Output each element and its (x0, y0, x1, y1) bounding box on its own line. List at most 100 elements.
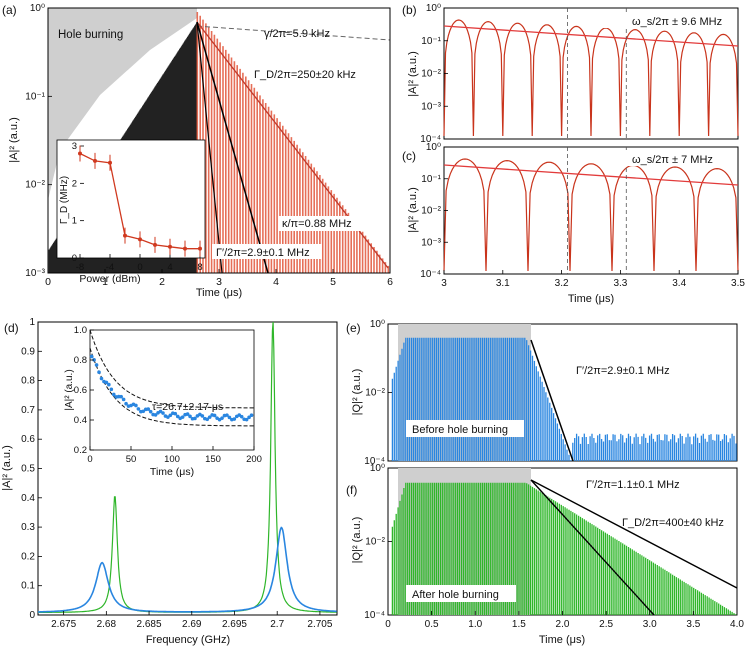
x-tick-label: 2.5 (599, 619, 613, 630)
decay-point (207, 415, 212, 419)
Gamma-fit-line (196, 21, 269, 274)
x-tick-label: 5 (330, 276, 336, 288)
x-tick-label: 4 (167, 262, 172, 273)
arch-trace (443, 19, 739, 137)
x-tick-label: 2 (159, 276, 165, 288)
decay-point (225, 413, 229, 417)
x-tick-label: 2.695 (222, 619, 247, 630)
ringdown-trace (391, 337, 737, 461)
y-tick-label: 10⁰ (426, 142, 441, 153)
y-tick-label: 0.4 (21, 493, 35, 504)
decay-point (247, 415, 251, 420)
x-tick-label: 2.68 (97, 619, 117, 630)
panel-label-e: (e) (346, 321, 361, 335)
decay-point (161, 411, 165, 415)
inset-d: 0 50 100 150 200 0.2 0.4 0.6 0.8 1.0 τ=26.7±2.17 … (64, 325, 262, 478)
panel-e: (e) 10⁻⁴ 10⁻² 10⁰ Γ′/2π=2.9±0.1 MHz Before… (346, 319, 738, 467)
decay-point (205, 417, 210, 422)
decay-point (175, 414, 180, 419)
decay-point (119, 394, 123, 399)
data-point (93, 158, 97, 163)
box-label-f: After hole burning (412, 589, 499, 601)
x-tick-label: 2.675 (51, 619, 76, 630)
decay-point (249, 413, 254, 418)
data-point (108, 160, 112, 165)
decay-point (200, 414, 205, 418)
x-tick-label: 4.0 (730, 619, 744, 630)
arch-trace (443, 158, 739, 272)
Gamma-fit-f (530, 479, 655, 616)
xlabel-c: Time (μs) (568, 293, 614, 305)
gamma-label: γ/2π=5.9 kHz (264, 28, 330, 40)
x-tick-label: 2.685 (137, 619, 162, 630)
decay-point (97, 370, 101, 375)
x-tick-label: 3.3 (613, 278, 627, 289)
box-label-e: Before hole burning (412, 424, 508, 436)
kappa-fit-line (196, 21, 223, 274)
panel-label-f: (f) (346, 483, 357, 497)
y-tick-label: 1 (29, 317, 35, 328)
decay-point (107, 382, 111, 387)
ylabel-b: |A|² (a.u.) (407, 51, 419, 96)
y-tick-label: 10⁰ (370, 319, 385, 330)
decay-point (244, 417, 249, 422)
y-tick-label: 10⁻¹ (25, 91, 45, 102)
y-tick-label: 10⁻¹ (421, 36, 441, 47)
xlabel-f: Time (μs) (539, 634, 585, 646)
x-tick-label: 0 (385, 619, 391, 630)
decay-point (168, 413, 173, 418)
blue-spectrum (38, 526, 337, 613)
y-tick-label: 10⁻² (421, 69, 441, 80)
y-tick-label: 10⁻² (365, 388, 385, 399)
y-tick-label: 0.6 (74, 385, 87, 396)
decay-point (89, 354, 94, 359)
bound-curve (89, 329, 254, 409)
decay-point (92, 358, 96, 362)
y-tick-label: 0.6 (21, 434, 35, 445)
panel-b: (b) 10⁻⁴ 10⁻³ 10⁻² 10⁻¹ 10⁰ ω_s/2π ± 9.6 MHz… (402, 3, 739, 145)
decay-point (188, 414, 192, 419)
x-tick-label: 1 (102, 276, 108, 288)
data-point (168, 244, 172, 249)
envelope-line (443, 164, 739, 186)
Gamma-label-f: Γ′/2π=1.1±0.1 MHz (586, 479, 680, 491)
x-tick-label: 3 (441, 278, 447, 289)
panel-f: (f) 0 0.5 1.0 1.5 2.0 2.5 3.0 3.5 4.0 10⁻⁴ 10⁻² 10⁰… (346, 463, 744, 646)
y-tick-label: 0.9 (21, 346, 35, 357)
x-tick-label: 3.4 (672, 278, 686, 289)
y-tick-label: 2 (72, 178, 77, 189)
y-tick-label: 0.2 (74, 445, 87, 456)
y-tick-label: 10⁻³ (421, 101, 441, 112)
decay-point (232, 417, 237, 421)
y-tick-label: 0.2 (21, 551, 35, 562)
x-tick-label: 3.2 (555, 278, 569, 289)
Gamma-label-e: Γ′/2π=2.9±0.1 MHz (576, 365, 670, 377)
x-tick-label: 3.0 (643, 619, 657, 630)
data-point (153, 242, 157, 247)
ylabel-a: |A|² (a.u.) (8, 117, 20, 162)
x-tick-label: 0.5 (425, 619, 439, 630)
decay-point (166, 415, 170, 419)
gammaD-fit-f (530, 479, 738, 589)
x-tick-label: -8 (76, 262, 84, 273)
y-tick-label: 0.8 (74, 355, 87, 366)
ylabel-f: |Q|² (a.u.) (351, 517, 363, 564)
panel-label-b: (b) (402, 3, 417, 17)
y-tick-label: 1.0 (74, 325, 87, 336)
y-tick-label: 10⁻⁴ (364, 610, 385, 621)
xlabel-a: Time (μs) (196, 287, 242, 299)
hole-region-e (398, 324, 531, 461)
decay-point (148, 409, 153, 414)
decay-point (153, 413, 158, 417)
x-tick-label: 4 (273, 276, 279, 288)
decay-point (227, 415, 232, 420)
panel-c: (c) 3 3.1 3.2 3.3 3.4 3.510⁻⁴10⁻³10⁻²10⁻¹10⁰ … (402, 142, 745, 305)
kappa-label: κ/π=0.88 MHz (282, 218, 352, 230)
x-tick-label: -4 (106, 262, 114, 273)
y-tick-label: 10⁻⁴ (420, 134, 441, 145)
x-tick-label: 2.0 (556, 619, 570, 630)
y-tick-label: 10⁻² (365, 537, 385, 548)
decay-point (146, 407, 151, 411)
bound-curve (89, 347, 254, 427)
decay-point (173, 411, 178, 416)
